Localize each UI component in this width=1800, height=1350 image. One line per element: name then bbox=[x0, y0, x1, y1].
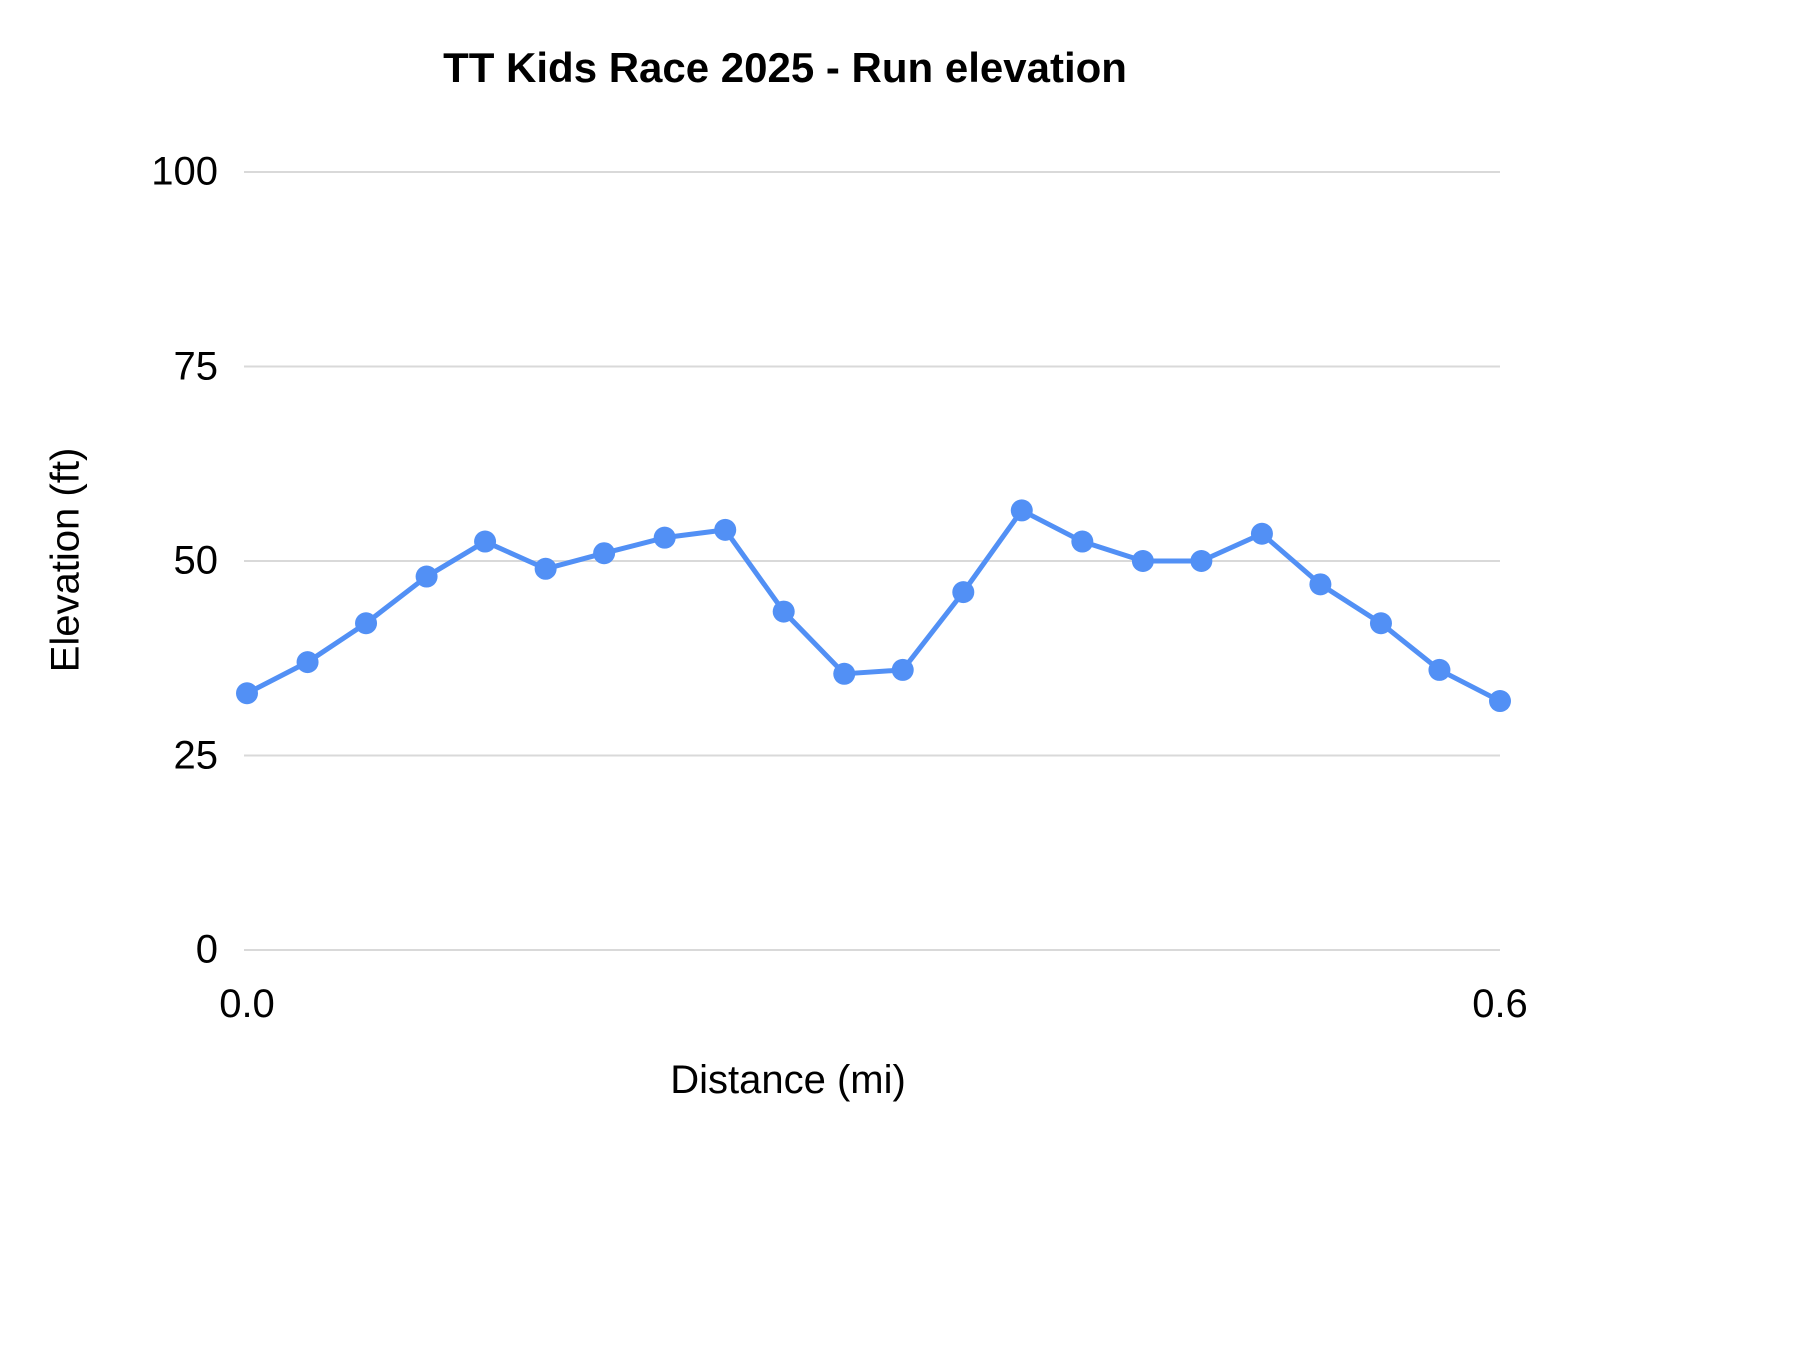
x-axis-title: Distance (mi) bbox=[670, 1058, 906, 1102]
data-point[interactable] bbox=[952, 581, 975, 604]
data-point[interactable] bbox=[1309, 573, 1332, 596]
data-point[interactable] bbox=[593, 542, 616, 565]
data-point[interactable] bbox=[1489, 690, 1511, 713]
x-tick-label: 0.6 bbox=[1472, 982, 1528, 1026]
y-axis-ticks: 0 25 50 75 100 bbox=[0, 0, 218, 1350]
y-tick-label: 75 bbox=[173, 344, 219, 388]
y-tick-label: 100 bbox=[151, 149, 218, 194]
data-point[interactable] bbox=[474, 530, 497, 553]
data-point[interactable] bbox=[1190, 550, 1213, 572]
elevation-line bbox=[244, 507, 1503, 704]
data-point[interactable] bbox=[772, 600, 795, 623]
x-axis-ticks: 0.0 0.6 bbox=[0, 982, 1800, 1042]
y-tick-label: 0 bbox=[195, 927, 218, 972]
data-point[interactable] bbox=[891, 658, 914, 681]
data-point[interactable] bbox=[534, 557, 557, 580]
data-point[interactable] bbox=[296, 651, 319, 674]
data-point[interactable] bbox=[415, 565, 438, 588]
data-point[interactable] bbox=[236, 682, 258, 705]
data-point[interactable] bbox=[1369, 612, 1392, 635]
x-tick-label: 0.0 bbox=[219, 982, 275, 1026]
data-point[interactable] bbox=[1250, 522, 1273, 545]
y-tick-label: 25 bbox=[173, 733, 219, 777]
chart-title: TT Kids Race 2025 - Run elevation bbox=[443, 44, 1127, 91]
data-point[interactable] bbox=[355, 612, 378, 635]
data-point[interactable] bbox=[714, 518, 737, 541]
data-point[interactable] bbox=[1428, 658, 1451, 681]
data-point[interactable] bbox=[833, 662, 856, 685]
data-point[interactable] bbox=[1071, 530, 1094, 553]
data-point[interactable] bbox=[1010, 499, 1033, 522]
data-point[interactable] bbox=[653, 526, 676, 549]
data-point[interactable] bbox=[1131, 550, 1154, 572]
y-tick-label: 50 bbox=[173, 538, 219, 583]
